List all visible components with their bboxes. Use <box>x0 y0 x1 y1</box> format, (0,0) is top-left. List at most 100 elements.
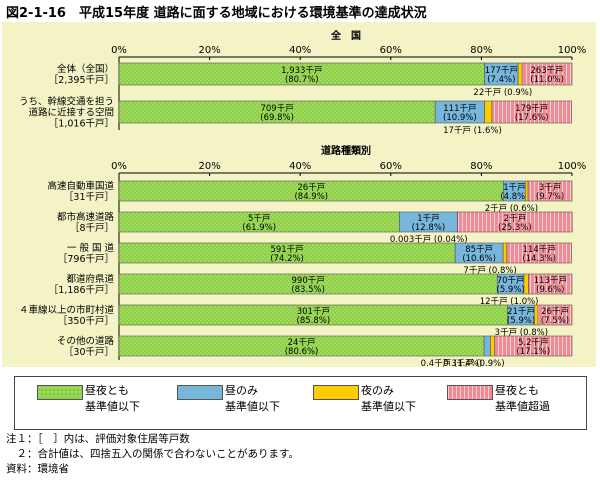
chart-1-data-label-0-both_below-a: 26千戸 <box>297 182 325 193</box>
chart-1-category-3-line-1: ［1,186千戸］ <box>49 285 114 296</box>
chart-1-bar-2-night_only <box>502 242 508 264</box>
chart-0-bar-0-night_only <box>517 62 523 86</box>
chart-1-bar-2-both_above <box>506 242 572 264</box>
note-1: 注１：［ ］内は、評価対象住居等戸数 <box>6 433 190 445</box>
chart-1-data-label-0-both_above-a: 3千戸 <box>539 182 561 193</box>
chart-1-category-4-line-0: ４車線以上の市町村道 <box>19 304 115 316</box>
chart-0-tick-label-1: 20% <box>198 45 220 56</box>
chart-0-category-1-line-1: 道路に近接する空間 <box>28 107 114 119</box>
note-source: 資料：環境省 <box>6 463 69 475</box>
chart-1-data-label-0-day_only-a: 1千戸 <box>503 182 525 193</box>
chart-1-data-label-2-both_below-a: 591千戸 <box>270 244 303 255</box>
chart-1-tick-label-1: 20% <box>198 161 220 172</box>
chart-1-data-label-2-day_only-a: 85千戸 <box>465 244 493 255</box>
chart-0-data-label-1-both_below-a: 709千戸 <box>260 103 293 114</box>
chart-0-title: 全 国 <box>330 29 361 42</box>
chart-1-bar-5-night_only <box>490 335 495 357</box>
chart-1-data-label-5-both_below-a: 24千戸 <box>288 337 316 348</box>
chart-1-data-label-4-both_below-b: (85.8%) <box>297 316 331 326</box>
chart-1-data-label-0-both_below-b: (84.9%) <box>294 192 328 202</box>
chart-0-data-label-0-day_only-a: 177千戸 <box>485 65 518 76</box>
chart-1-tick-label-2: 40% <box>289 161 311 172</box>
chart-1-data-label-4-both_above-b: (7.5%) <box>541 316 569 326</box>
chart-1-data-label-5-day_only: 0.4千戸 (1.4%) <box>421 358 482 367</box>
chart-1-category-5-line-1: ［30千戸］ <box>64 347 114 358</box>
chart-0-tick-label-3: 60% <box>380 45 402 56</box>
chart-1-data-label-4-day_only-b: (5.9%) <box>507 316 535 326</box>
chart-1-data-label-4-both_below-a: 301千戸 <box>297 306 330 317</box>
chart-1-tick-label-0: 0% <box>111 161 127 172</box>
chart-1-data-label-1-both_below-a: 5千戸 <box>248 213 270 224</box>
chart-0-tick-label-2: 40% <box>289 45 311 56</box>
legend-label-night-only-1: 夜のみ <box>361 384 394 397</box>
chart-1-data-label-3-both_above-a: 113千戸 <box>534 275 567 286</box>
chart-0-data-label-1-day_only-a: 111千戸 <box>443 103 476 114</box>
chart-1-data-label-1-both_above-a: 2千戸 <box>504 213 526 224</box>
legend-swatch-both-below <box>37 385 83 400</box>
chart-1-category-2-line-0: 一 般 国 道 <box>67 242 115 254</box>
legend-swatch-night-only <box>313 385 359 400</box>
note-2: ２：合計値は、四捨五入の関係で合わないことがあります。 <box>6 448 299 460</box>
chart-0-data-label-1-both_above-a: 179千戸 <box>515 103 548 114</box>
chart-1-data-label-4-night_only: 3千戸 (0.8%) <box>495 327 548 338</box>
notes: 注１：［ ］内は、評価対象住居等戸数 ２：合計値は、四捨五入の関係で合わないこと… <box>6 432 299 477</box>
legend-swatch-both-above <box>447 385 493 400</box>
legend-label-both-above-1: 昼夜とも <box>495 384 539 397</box>
chart-0-data-label-1-day_only-b: (10.9%) <box>443 113 477 123</box>
chart-1-data-label-5-both_above-b: (17.1%) <box>516 347 550 357</box>
chart-0-bar-1-night_only <box>484 100 493 124</box>
legend-label-both-above-2: 基準値超過 <box>495 400 550 413</box>
chart-1-data-label-2-day_only-b: (10.6%) <box>462 254 496 264</box>
page-title: 図2-1-16 平成15年度 道路に面する地域における環境基準の達成状況 <box>6 6 427 21</box>
chart-1-category-4-line-1: ［350千戸］ <box>58 316 114 327</box>
chart-0-data-label-0-day_only-b: (7.4%) <box>487 75 515 85</box>
legend: 昼夜とも 基準値以下 昼のみ 基準値以下 夜のみ 基準値以下 昼夜とも 基準値超… <box>14 376 587 430</box>
chart-1-data-label-3-both_above-b: (9.6%) <box>536 285 564 295</box>
chart-1-data-label-2-night_only: 7千戸 (0.8%) <box>463 265 516 276</box>
chart-1-data-label-1-both_above-b: (25.3%) <box>498 223 532 233</box>
chart-1-data-label-0-night_only: 2千戸 (0.6%) <box>485 203 538 214</box>
chart-0-data-label-1-both_above-b: (17.6%) <box>515 113 549 123</box>
chart-0-data-label-0-both_below-a: 1,933千戸 <box>281 65 322 76</box>
chart-1-bar-0-night_only <box>525 180 529 202</box>
chart-0-data-label-0-night_only: 22千戸 (0.9%) <box>473 87 532 98</box>
chart-0-data-label-1-night_only: 17千戸 (1.6%) <box>443 125 502 136</box>
chart-1-data-label-2-both_above-b: (14.3%) <box>522 254 556 264</box>
chart-1-data-label-3-both_below-a: 990千戸 <box>292 275 325 286</box>
chart-svg: 全 国 0% 20% 40% 60% 80% 100% 全体（全国）［2,395千戸］ 1,93… <box>19 29 587 367</box>
chart-0-bar-1-both_above <box>491 100 572 124</box>
chart-0-data-label-0-both_below-b: (80.7%) <box>285 75 319 85</box>
chart-1-data-label-3-both_below-b: (83.5%) <box>291 285 325 295</box>
chart-1-title: 道路種類別 <box>321 144 371 157</box>
legend-label-both-below-1: 昼夜とも <box>85 384 129 397</box>
chart-1-category-0-line-0: 高速自動車国道 <box>47 180 114 192</box>
chart-0-tick-label-5: 100% <box>558 45 587 56</box>
chart-1-data-label-5-night_only: 0.3千戸 (0.9%) <box>443 358 504 367</box>
chart-0-category-1-line-0: うち、幹線交通を担う <box>19 96 114 108</box>
chart-panel: 全 国 0% 20% 40% 60% 80% 100% 全体（全国） ［2,395千戸］ 1,93… <box>2 22 596 367</box>
chart-1-data-label-1-night_only: 0.003千戸 (0.04%) <box>390 234 468 245</box>
chart-0-category-0-line-1: ［2,395千戸］ <box>49 75 114 86</box>
chart-1-data-label-1-both_below-b: (61.9%) <box>242 223 276 233</box>
chart-0-tick-label-0: 0% <box>111 45 127 56</box>
chart-1-category-3-line-0: 都道府県道 <box>66 273 114 285</box>
chart-1-tick-label-3: 60% <box>380 161 402 172</box>
chart-1-category-5-line-0: その他の道路 <box>57 335 115 347</box>
chart-1-data-label-0-day_only-b: (4.8%) <box>500 192 528 202</box>
legend-swatch-day-only <box>177 385 223 400</box>
chart-0-bar-0-both_above <box>521 62 573 86</box>
chart-1-bar-5-day_only <box>483 335 491 357</box>
chart-1-category-1-line-1: ［8千戸］ <box>70 223 114 234</box>
chart-1-data-label-1-day_only-a: 1千戸 <box>417 213 439 224</box>
chart-0-category-0-line-0: 全体（全国） <box>57 63 114 75</box>
legend-label-day-only-2: 基準値以下 <box>225 400 280 413</box>
chart-1-tick-label-5: 100% <box>558 161 587 172</box>
legend-label-night-only-2: 基準値以下 <box>361 400 416 413</box>
chart-1-data-label-3-night_only: 12千戸 (1.0%) <box>480 296 539 307</box>
chart-1-data-label-4-both_above-a: 26千戸 <box>541 306 569 317</box>
chart-1-category-1-line-0: 都市高速道路 <box>57 211 115 223</box>
chart-1-bar-3-both_above <box>528 273 573 295</box>
chart-1-bar-5-both_above <box>494 335 573 357</box>
chart-1-bar-0-both_above <box>527 180 573 202</box>
chart-1-bar-3-night_only <box>523 273 529 295</box>
